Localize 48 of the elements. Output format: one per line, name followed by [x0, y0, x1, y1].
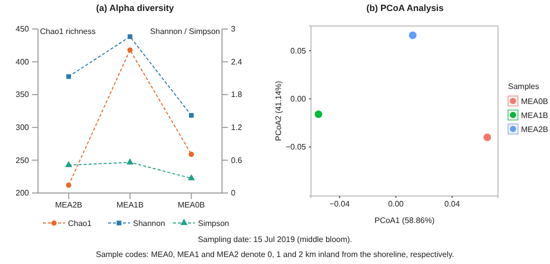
y-axis-title: Chao1 richness [40, 27, 96, 36]
point [188, 152, 194, 157]
point [484, 134, 492, 142]
text: Sampling date: 15 Jul 2019 (middle bloom). [198, 235, 352, 244]
y-tick-label: 450 [16, 24, 30, 34]
y-tick-label: 0.00 [290, 94, 307, 104]
legend-label: Chao1 [68, 219, 92, 228]
point [188, 113, 194, 118]
x-axis-title: PCoA1 (58.86%) [374, 216, 435, 225]
chart-title: (b) PCoA Analysis [366, 3, 444, 13]
legend-label: Simpson [198, 219, 230, 228]
y2-tick-label: 1.2 [231, 122, 243, 132]
x-tick-label: MEA2B [55, 200, 82, 210]
y-tick-label: 250 [16, 156, 30, 165]
y2-tick-label: 1.8 [231, 90, 243, 100]
x-tick-label: −0.04 [329, 200, 350, 209]
y-tick-label: 0.05 [290, 46, 307, 56]
y2-tick-label: 3 [231, 24, 236, 34]
y-axis-title: PCoA2 (41.14%) [274, 80, 283, 142]
x-tick-label: MEA0B [178, 200, 205, 210]
point [126, 158, 134, 164]
legend-title: Samples [508, 82, 540, 91]
y-tick-label: 350 [16, 90, 30, 100]
point [128, 34, 132, 39]
legend-label: Shannon [133, 219, 166, 228]
point [188, 174, 195, 180]
chart-title: (a) Alpha diversity [96, 3, 174, 13]
y-tick-label: 200 [16, 188, 30, 198]
y2-tick-label: 0 [231, 188, 236, 198]
point [314, 110, 322, 118]
legend-label: MEA2B [521, 125, 548, 134]
y-tick-label: 300 [16, 122, 30, 132]
legend-label: MEA1B [521, 111, 548, 120]
point [127, 47, 133, 53]
y-tick-label: −0.05 [286, 142, 307, 152]
point [65, 161, 72, 168]
point [408, 32, 417, 40]
y-tick-label: 400 [16, 57, 30, 66]
x-tick-label: MEA1B [116, 200, 144, 210]
y2-tick-label: 0.6 [231, 156, 243, 165]
x-tick-label: 0.00 [388, 200, 404, 209]
y2-tick-label: 2.4 [231, 57, 243, 66]
x-tick-label: 0.04 [444, 200, 460, 209]
text: Sample codes: MEA0, MEA1 and MEA2 denote 0, 1 and 2 km inland from the shoreline, respectively. [96, 250, 454, 259]
point [66, 74, 72, 79]
y2-axis-title: Shannon / Simpson [150, 27, 220, 36]
legend-label: MEA0B [521, 97, 548, 106]
point [66, 182, 72, 188]
